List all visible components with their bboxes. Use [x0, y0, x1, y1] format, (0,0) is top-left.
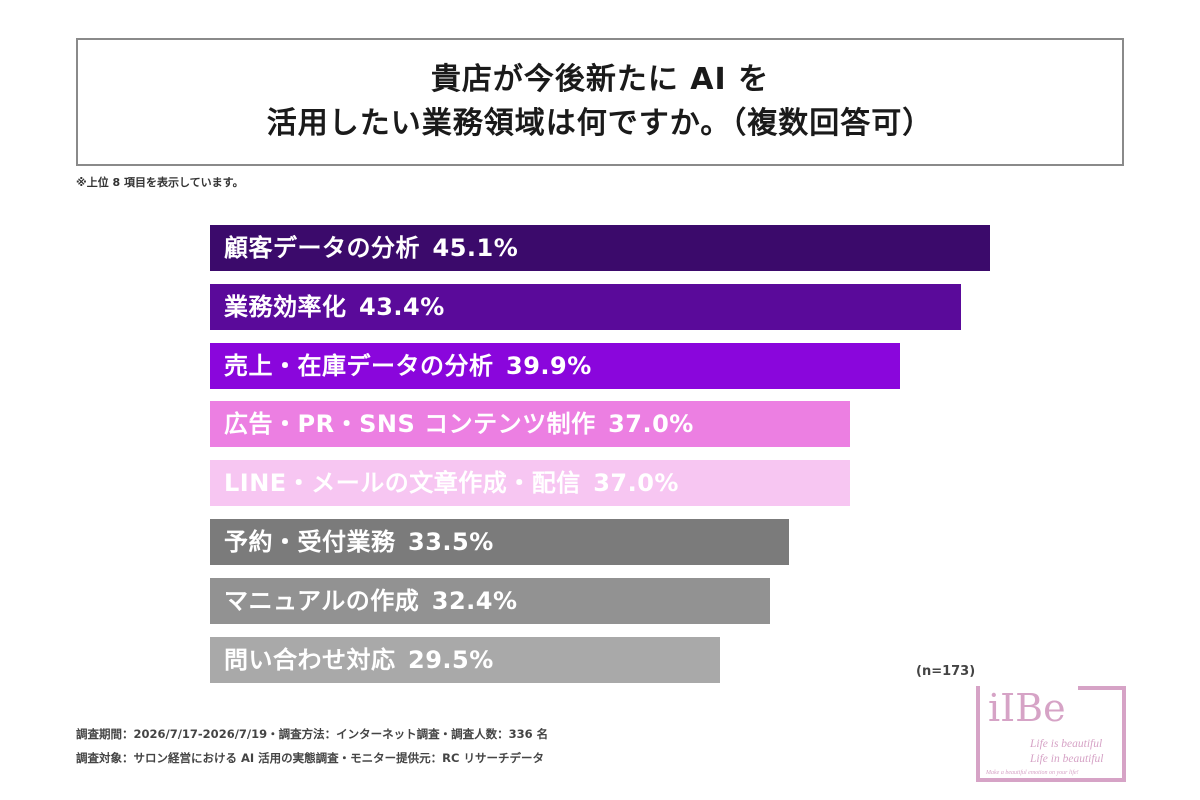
bar-6: [210, 519, 789, 565]
logo-frame-right: [1122, 686, 1126, 782]
logo-frame-bottom: [976, 778, 1126, 782]
bar-label-3: 売上・在庫データの分析 39.9%: [224, 352, 592, 380]
top-items-note: ※上位 8 項目を表示しています。: [76, 176, 244, 189]
survey-period-footnote: 調査期間：2026/7/17-2026/7/19・調査方法：インターネット調査・…: [76, 727, 549, 741]
bar-label-1: 顧客データの分析 45.1%: [224, 234, 519, 262]
bar-1: [210, 225, 990, 271]
logo-tagline-2: Life in beautiful: [1030, 753, 1104, 765]
chart-title-line-2: 活用したい業務領域は何ですか。（複数回答可）: [266, 106, 934, 141]
chart-title-box: 貴店が今後新たに AI を 活用したい業務領域は何ですか。（複数回答可）: [76, 38, 1124, 166]
bar-label-2: 業務効率化 43.4%: [224, 293, 445, 321]
brand-logo: iIBe Life is beautiful Life in beautiful…: [972, 686, 1126, 782]
bar-8: [210, 637, 720, 683]
bar-label-7: マニュアルの作成 32.4%: [224, 587, 518, 615]
bar-label-4: 広告・PR・SNS コンテンツ制作 37.0%: [224, 410, 694, 438]
logo-tagline-1: Life is beautiful: [1030, 738, 1103, 750]
chart-title-line-1: 貴店が今後新たに AI を: [430, 62, 770, 97]
bar-label-8: 問い合わせ対応 29.5%: [224, 646, 494, 674]
bar-2: [210, 284, 961, 330]
survey-target-footnote: 調査対象：サロン経営における AI 活用の実態調査・モニター提供元：RC リサー…: [76, 751, 544, 765]
logo-frame-left: [976, 686, 980, 782]
logo-tagline-3: Make a beautiful emotion on your life!: [986, 770, 1079, 776]
bar-4: [210, 401, 850, 447]
bar-5: [210, 460, 850, 506]
logo-frame-top: [1078, 686, 1126, 690]
bar-3: [210, 343, 900, 389]
bar-label-6: 予約・受付業務 33.5%: [224, 528, 494, 556]
sample-size-label: (n=173): [916, 664, 976, 679]
logo-wordmark: iIBe: [988, 686, 1066, 730]
bar-label-5: LINE・メールの文章作成・配信 37.0%: [224, 469, 679, 497]
bar-7: [210, 578, 770, 624]
